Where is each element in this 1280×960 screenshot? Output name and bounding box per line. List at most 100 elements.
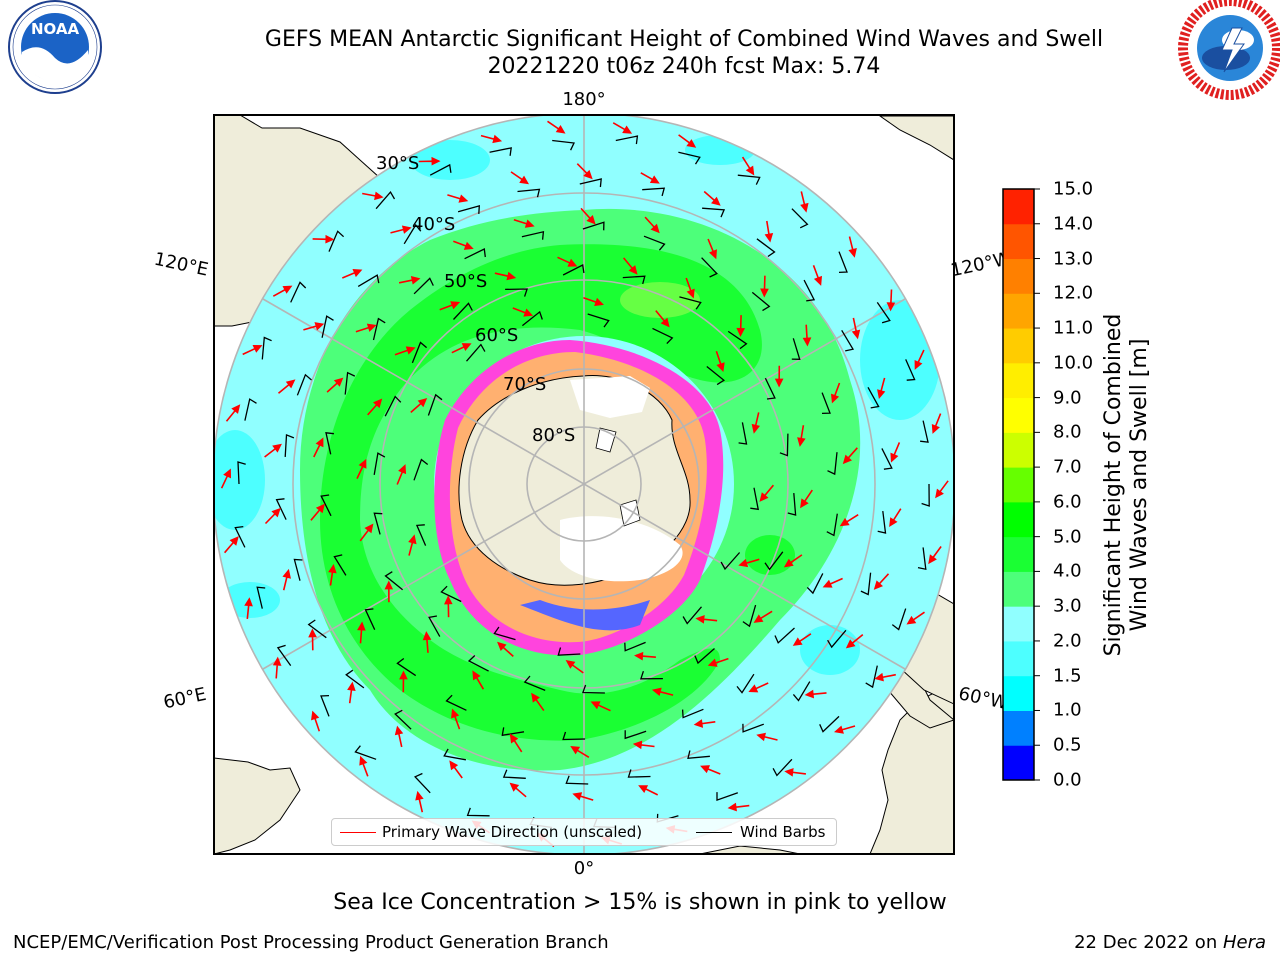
wind-barb	[826, 513, 838, 537]
wind-barb	[737, 174, 761, 185]
wave-direction-arrow	[634, 651, 656, 661]
wind-barb	[627, 769, 651, 778]
lon-label-60w: 60°W	[957, 683, 1010, 714]
wind-barb	[750, 487, 760, 511]
wind-barb	[865, 665, 878, 689]
wave-direction-arrow	[347, 681, 356, 704]
colorbar-tick-label: 0.0	[1053, 769, 1082, 791]
colorbar-segment	[1003, 606, 1034, 642]
wave-direction-arrow	[272, 656, 282, 679]
sea-ice-note: Sea Ice Concentration > 15% is shown in …	[333, 890, 947, 915]
wave-direction-arrow	[390, 225, 412, 234]
wave-direction-arrow	[764, 220, 774, 243]
wind-barb	[320, 694, 330, 717]
wave-direction-arrow	[509, 733, 523, 753]
wind-barb	[681, 708, 704, 719]
colorbar-label-line1: Significant Height of Combined	[1101, 313, 1126, 657]
wind-barb	[321, 315, 334, 338]
chart-title: GEFS MEAN Antarctic Significant Height o…	[264, 27, 1104, 52]
wind-barb	[414, 772, 431, 794]
wave-direction-arrow	[590, 701, 611, 712]
colorbar-tick-label: 2.0	[1053, 630, 1082, 652]
wave-direction-arrow	[341, 269, 363, 279]
colorbar-segment	[1003, 467, 1034, 503]
lat-label-40s: 40°S	[412, 214, 455, 235]
noaa-logo-text: NOAA	[31, 20, 80, 38]
wave-direction-arrow	[784, 768, 806, 777]
wave-direction-arrow	[756, 732, 778, 742]
wave-direction-arrow	[914, 349, 925, 370]
wave-direction-arrow	[800, 489, 813, 509]
lat-label-50s: 50°S	[444, 271, 487, 292]
wave-direction-arrow	[418, 156, 441, 166]
wave-direction-arrow	[359, 523, 374, 542]
wind-barb	[791, 338, 801, 360]
wave-direction-arrow	[264, 443, 282, 458]
wind-barb	[652, 327, 674, 345]
lat-label-70s: 70°S	[503, 374, 546, 395]
wind-barb	[517, 188, 541, 198]
wave-direction-arrow	[509, 782, 527, 798]
wave-direction-arrow	[572, 792, 594, 801]
wave-direction-arrow	[408, 534, 417, 556]
wave-direction-arrow	[906, 611, 925, 625]
wind-barb	[429, 163, 452, 176]
wind-barb	[375, 190, 396, 210]
footer-branch: NCEP/EMC/Verification Post Processing Pr…	[13, 932, 609, 953]
colorbar-segment	[1003, 640, 1034, 677]
lat-label-60s: 60°S	[475, 325, 518, 346]
wave-direction-arrow	[612, 122, 633, 134]
wind-barb	[502, 769, 526, 779]
wind-barb	[877, 511, 887, 534]
wave-direction-arrow	[804, 689, 827, 699]
nws-logo	[1178, 0, 1280, 100]
wind-barb	[384, 571, 404, 591]
wave-direction-arrow	[472, 670, 485, 690]
wave-direction-arrow	[802, 324, 812, 347]
wind-barb	[364, 608, 376, 630]
wave-direction-arrow	[277, 379, 296, 394]
wave-direction-arrow	[480, 134, 503, 144]
wind-barb	[624, 730, 647, 740]
wind-barb	[466, 807, 490, 817]
wave-direction-arrow	[570, 746, 590, 758]
wave-direction-arrow	[576, 163, 593, 180]
lat-label-80s: 80°S	[532, 425, 575, 446]
wave-direction-arrow	[685, 277, 695, 299]
colorbar-segment	[1003, 571, 1034, 607]
wave-direction-arrow	[851, 317, 861, 340]
wind-barb	[867, 386, 880, 409]
colorbar-tick-label: 14.0	[1053, 213, 1094, 235]
wave-direction-arrow	[225, 404, 241, 422]
wave-direction-arrow	[751, 412, 761, 434]
wind-barb	[742, 723, 765, 733]
wave-direction-arrow	[394, 346, 416, 356]
colorbar-border	[1002, 188, 1035, 781]
wave-direction-arrow	[800, 191, 809, 213]
wind-barb	[276, 644, 292, 666]
wind-barb	[738, 422, 748, 445]
wave-direction-arrow	[727, 802, 750, 812]
wind-barb	[742, 604, 757, 628]
wind-barb	[413, 277, 434, 295]
wave-direction-arrow	[565, 660, 584, 674]
wave-direction-arrow	[396, 464, 407, 485]
wave-direction-arrow	[310, 503, 325, 521]
wind-barb	[261, 336, 272, 360]
wave-direction-arrow	[748, 682, 769, 693]
wave-direction-arrow	[834, 725, 856, 734]
latitude-labels: 30°S 40°S 50°S 60°S 70°S 80°S	[376, 153, 575, 446]
wind-barb	[821, 392, 831, 415]
wind-barb	[237, 461, 246, 485]
wind-barb	[803, 279, 816, 302]
wind-barb	[501, 727, 525, 737]
colorbar	[1002, 188, 1040, 781]
wind-barb	[552, 139, 575, 151]
footer-date-text: 22 Dec 2022 on	[1074, 932, 1223, 953]
wind-barb	[328, 230, 345, 252]
wave-direction-arrow	[367, 398, 383, 416]
wind-barb	[344, 371, 356, 395]
colorbar-segment	[1003, 432, 1034, 468]
noaa-logo: NOAA	[8, 0, 102, 94]
